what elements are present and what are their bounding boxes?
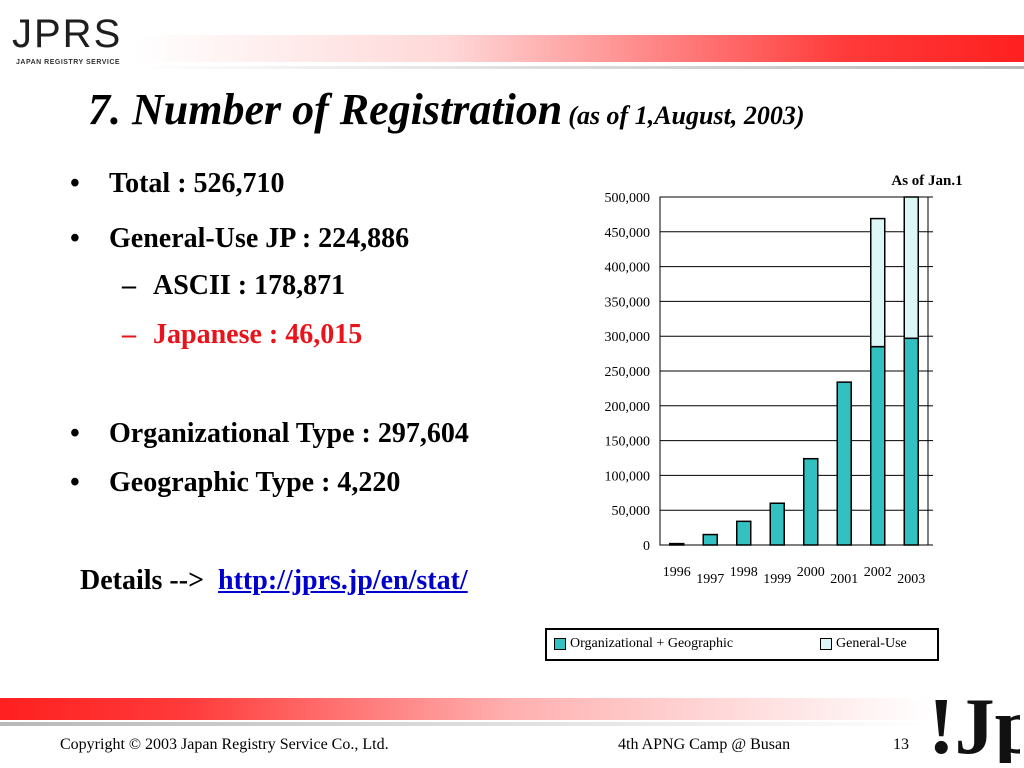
x-tick-label: 2000 [797,565,825,580]
bar-organizational-2000 [803,457,819,546]
jp-logo-text: !Jp [928,683,1020,763]
bullet-marker: • [70,418,80,449]
bar-organizational-1999 [769,502,785,546]
y-tick-label: 100,000 [605,469,651,484]
bullet-text: General-Use JP : 224,886 [109,223,410,254]
legend-label: General-Use [836,636,907,651]
bar-organizational-2003 [903,337,919,546]
chart-bars [669,196,919,546]
legend-swatch [554,638,566,650]
bullet-text: Japanese : 46,015 [153,319,363,350]
chart-annotation: As of Jan.1 [891,173,962,189]
footer-page-number: 13 [893,736,909,753]
bar-organizational-2001 [836,381,852,546]
legend-label: Organizational + Geographic [570,636,734,651]
footer-gradient-band [0,698,930,720]
bullet-marker: • [70,467,80,498]
chart-x-axis: 1996 1997 1998 1999 2000 2001 2002 2003 [663,565,926,587]
bar-organizational-2002 [870,345,886,546]
y-tick-label: 50,000 [612,504,651,519]
stats-link[interactable]: http://jprs.jp/en/stat/ [218,565,468,596]
bar-organizational-1996 [669,542,685,546]
registration-bar-chart: 0 50,000 100,000 150,000 200,000 250,000 300,0… [605,173,963,587]
y-tick-label: 250,000 [605,365,651,380]
x-tick-label: 2002 [864,565,892,580]
bullet-text: ASCII : 178,871 [153,270,346,301]
footer-copyright: Copyright © 2003 Japan Registry Service … [60,736,389,753]
details-label: Details --> [80,565,205,596]
slide-title: 7. Number of Registration (as of 1,August… [88,84,804,135]
bullet-marker: • [70,223,80,254]
chart-legend: Organizational + Geographic General-Use [545,628,939,661]
bar-organizational-1997 [702,533,718,546]
y-tick-label: 350,000 [605,295,651,310]
bar-general-use-2003 [903,196,919,340]
sub-bullet-marker: – [122,270,136,301]
y-tick-label: 500,000 [605,191,651,206]
jp-logo: !Jp [928,683,1020,763]
details-line: Details --> http://jprs.jp/en/stat/ [80,565,468,597]
y-tick-label: 150,000 [605,435,651,450]
bar-general-use-2002 [870,217,886,348]
jprs-logo-text: JPRS [12,12,123,56]
header-gradient-band [135,35,1024,62]
y-tick-label: 200,000 [605,400,651,415]
footer-divider [0,722,930,726]
x-tick-label: 1996 [663,565,691,580]
x-tick-label: 1997 [696,572,724,587]
slide-title-date: (as of 1,August, 2003) [568,101,805,130]
x-tick-label: 1999 [763,572,791,587]
chart-y-axis: 0 50,000 100,000 150,000 200,000 250,000 300,0… [605,191,933,554]
bullet-marker: • [70,168,80,199]
bullet-text: Total : 526,710 [109,168,285,199]
legend-swatch [820,638,832,650]
x-tick-label: 1998 [730,565,758,580]
y-tick-label: 300,000 [605,330,651,345]
slide-title-main: 7. Number of Registration [88,85,563,134]
legend-item-organizational: Organizational + Geographic [554,636,733,652]
bullet-text: Organizational Type : 297,604 [109,418,469,449]
bullet-text: Geographic Type : 4,220 [109,467,401,498]
x-tick-label: 2001 [830,572,858,587]
sub-bullet-marker: – [122,319,136,350]
header-divider [135,66,1024,69]
chart-gridlines [660,231,928,511]
jprs-logo: JPRS JAPAN REGISTRY SERVICE [8,10,133,72]
x-tick-label: 2003 [897,572,925,587]
y-tick-label: 0 [643,539,650,554]
footer-event: 4th APNG Camp @ Busan [618,736,791,753]
y-tick-label: 400,000 [605,261,651,276]
y-tick-label: 450,000 [605,226,651,241]
jprs-logo-subtitle: JAPAN REGISTRY SERVICE [16,59,121,66]
bar-organizational-1998 [736,520,752,546]
legend-item-general-use: General-Use [820,636,907,652]
